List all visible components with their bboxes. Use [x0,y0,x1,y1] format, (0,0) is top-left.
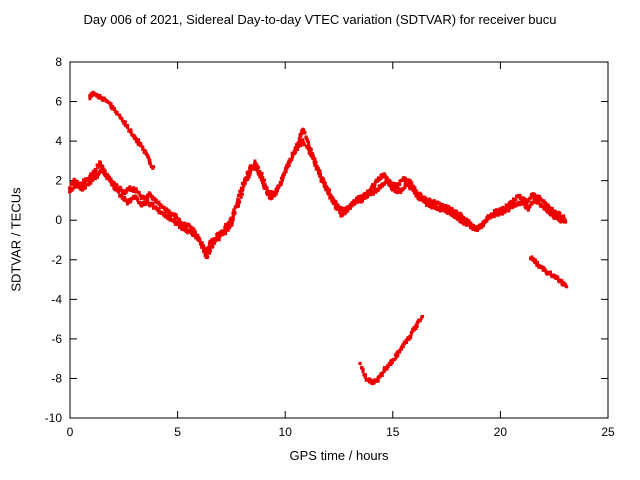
y-tick-label: -4 [51,292,62,306]
y-tick-label: 2 [55,174,62,188]
x-tick-label: 10 [279,425,293,439]
y-tick-label: 8 [55,55,62,69]
x-axis-label: GPS time / hours [289,448,389,463]
axes-frame: 0 5 10 15 20 25 -10 -8 -6 -4 -2 0 2 4 6 8 [45,55,615,439]
y-tick-label: -8 [51,371,62,385]
y-tick-label: -2 [51,253,62,267]
x-tick-label: 25 [601,425,615,439]
y-tick-label: 6 [55,95,62,109]
x-tick-label: 20 [494,425,508,439]
x-tick-label: 0 [67,425,74,439]
y-tick-label: 4 [55,134,62,148]
y-tick-label: 0 [55,213,62,227]
x-tick-label: 5 [174,425,181,439]
x-tick-label: 15 [386,425,400,439]
y-tick-label: -10 [45,411,63,425]
y-tick-label: -6 [51,332,62,346]
chart-title: Day 006 of 2021, Sidereal Day-to-day VTE… [83,12,557,27]
data-points [68,90,569,386]
